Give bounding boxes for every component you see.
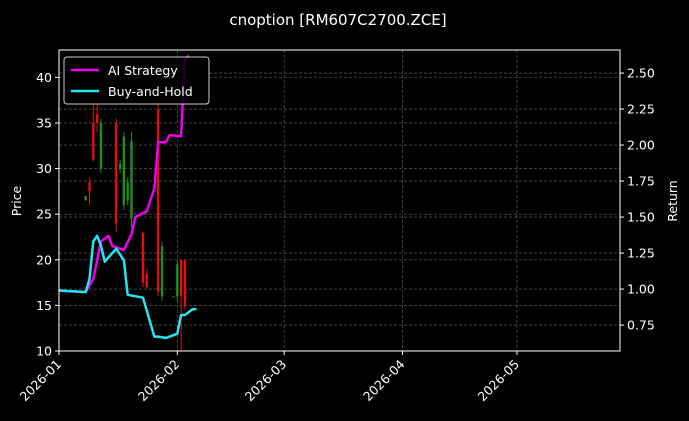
legend-label-buy-and-hold: Buy-and-Hold (108, 84, 193, 99)
legend-label-ai-strategy: AI Strategy (108, 63, 178, 78)
legend-box (63, 56, 210, 105)
y-tick-label: 25 (36, 207, 52, 222)
candle-body (92, 122, 95, 160)
y2-tick-label: 0.75 (627, 318, 655, 333)
candle-body (118, 164, 122, 169)
candle-body (157, 109, 160, 292)
y2-tick-label: 2.25 (627, 102, 655, 117)
candle-body (160, 246, 164, 297)
candlesticks (84, 100, 187, 351)
y-axis-right: 0.75 1.00 1.25 1.50 1.75 2.00 2.25 2.50 (620, 66, 655, 333)
y-tick-label: 40 (36, 70, 52, 85)
legend: AI Strategy Buy-and-Hold (63, 56, 210, 105)
y-tick-label: 20 (36, 252, 52, 267)
y2-tick-label: 1.75 (627, 174, 655, 189)
candle-body (130, 141, 133, 219)
grid (58, 50, 620, 352)
y2-tick-label: 1.50 (627, 210, 655, 225)
candle-body (179, 259, 183, 297)
candle-body (172, 296, 175, 298)
y2-tick-label: 2.00 (627, 138, 655, 153)
y-axis-left: 10 15 20 25 30 35 40 (36, 70, 59, 359)
series-line-ai-strategy (58, 54, 190, 294)
y-axis-label: Price (9, 185, 24, 216)
candle-body (145, 273, 148, 288)
y-tick-label: 15 (36, 298, 52, 313)
candle-body (95, 113, 99, 123)
candle-body (88, 182, 91, 192)
y-tick-label: 30 (36, 161, 52, 176)
candle-body (115, 122, 118, 224)
y2-tick-label: 1.00 (627, 282, 655, 297)
candle-body (122, 136, 126, 206)
candle-body (99, 122, 103, 169)
candle-body (84, 195, 87, 201)
y2-tick-label: 1.25 (627, 246, 655, 261)
series-lines (58, 54, 197, 340)
y2-axis-label: Return (665, 180, 680, 221)
candle-body (141, 232, 145, 283)
y-tick-label: 35 (36, 115, 52, 130)
y-tick-label: 10 (36, 344, 52, 359)
candle-body (183, 259, 187, 306)
y2-tick-label: 2.50 (627, 66, 655, 81)
chart-title: cnoption [RM607C2700.ZCE] (229, 11, 446, 29)
plot-frame (58, 49, 621, 352)
candle-body (176, 264, 179, 297)
series-line-buy-and-hold (58, 234, 197, 340)
candle-body (126, 182, 129, 201)
